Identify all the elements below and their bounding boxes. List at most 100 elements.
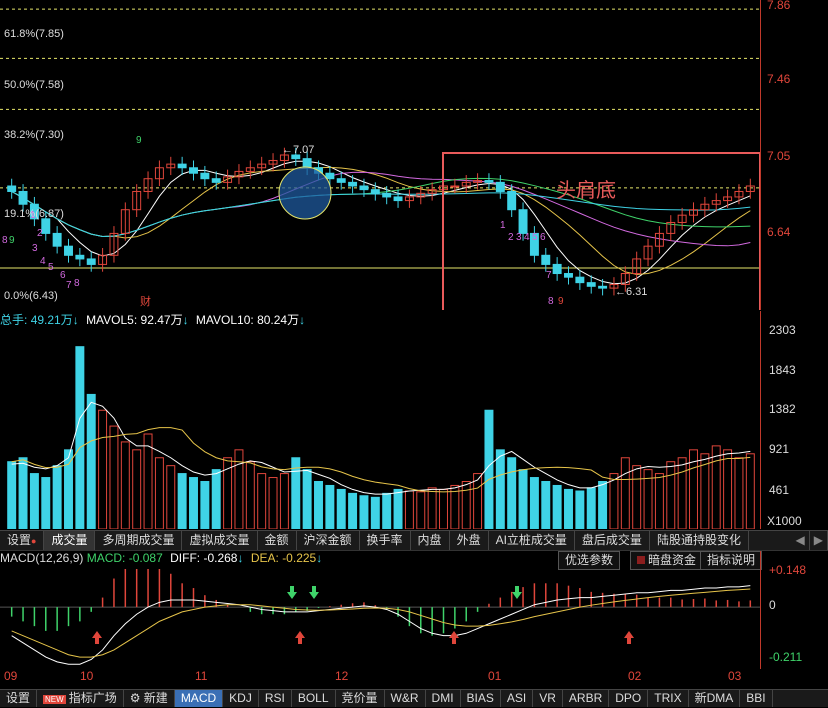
candle-body [166, 163, 176, 169]
tab-auction-volume[interactable]: 竞价量 [336, 690, 385, 707]
macd-tick: +0.148 [769, 563, 807, 577]
tab-market-amount[interactable]: 沪深金额 [297, 531, 360, 550]
volume-bar [404, 490, 414, 529]
volume-bar [268, 477, 278, 529]
candle-body [416, 192, 426, 198]
macd-chart[interactable] [0, 569, 760, 669]
tab-kdj[interactable]: KDJ [223, 690, 259, 707]
nine-sequence-mark: 4 [524, 232, 530, 243]
candle-body [223, 176, 233, 183]
tab-indicator-settings[interactable]: 设置 [0, 690, 38, 707]
tab-arbr[interactable]: ARBR [563, 690, 610, 707]
candle-body [109, 232, 119, 256]
tab-wr[interactable]: W&R [385, 690, 426, 707]
tab-trix[interactable]: TRIX [648, 690, 689, 707]
volume-bar [245, 461, 255, 529]
nine-sequence-mark: 9 [558, 296, 564, 307]
mavol5-label: MAVOL5: [86, 313, 138, 327]
tab-multi-period-volume[interactable]: 多周期成交量 [95, 531, 183, 550]
nine-sequence-mark: 7 [66, 280, 72, 291]
volume-bar [336, 488, 346, 529]
tab-new-dma[interactable]: 新DMA [689, 690, 741, 707]
tab-dmi[interactable]: DMI [426, 690, 461, 707]
candle-body [689, 209, 698, 216]
volume-tick: 1843 [769, 363, 796, 377]
tab-after-hours-volume[interactable]: 盘后成交量 [575, 531, 650, 550]
volume-bar [382, 492, 392, 529]
tab-northbound-holdings[interactable]: 陆股通持股变化 [650, 531, 749, 550]
volume-bar [711, 445, 721, 529]
volume-bar [234, 449, 244, 529]
candle-body [143, 178, 153, 192]
golden-cross-arrow [449, 631, 459, 644]
tab-amount[interactable]: 金额 [258, 531, 297, 550]
nine-sequence-mark: 8 [74, 278, 80, 289]
volume-bar [348, 492, 358, 529]
golden-cross-arrow [295, 631, 305, 644]
volume-tick: 1382 [769, 402, 796, 416]
volume-bar [189, 477, 198, 529]
volume-header: 总手: 49.21万↓ MAVOL5: 92.47万↓ MAVOL10: 80.… [0, 313, 306, 327]
candle-body [609, 283, 619, 289]
volume-bar [643, 469, 653, 529]
tab-bbi[interactable]: BBI [740, 690, 773, 707]
mavol10-line [11, 427, 751, 493]
candle-body [745, 185, 755, 192]
tab-rsi[interactable]: RSI [259, 690, 292, 707]
volume-bar [689, 449, 698, 529]
candle-body [359, 185, 369, 191]
tab-turnover[interactable]: 换手率 [360, 531, 411, 550]
tab-volume[interactable]: 成交量 [44, 531, 96, 550]
volume-bar [291, 457, 301, 529]
tab-ai-volume[interactable]: AI立桩成交量 [489, 531, 575, 550]
volume-tick: 461 [769, 483, 790, 497]
volume-bar [314, 481, 323, 529]
tab-virtual-volume[interactable]: 虚拟成交量 [182, 531, 258, 550]
macd-value: -0.087 [128, 551, 163, 565]
candle-body [473, 180, 483, 183]
nine-sequence-mark: 6 [60, 270, 66, 281]
diff-value: -0.268 [203, 551, 238, 565]
volume-bar [620, 457, 630, 529]
candle-body [575, 276, 585, 284]
candle-body [370, 189, 380, 194]
candle-body [336, 178, 346, 183]
volume-bar [723, 449, 733, 529]
tab-boll[interactable]: BOLL [292, 690, 336, 707]
tab-indicator-plaza[interactable]: NEW 指标广场 [37, 690, 124, 707]
volume-bar [75, 346, 85, 529]
tab-vr[interactable]: VR [533, 690, 563, 707]
optimal-params-button[interactable]: 优选参数 [558, 551, 621, 570]
candle-body [427, 189, 437, 194]
volume-bar [416, 491, 426, 529]
fib-label-618: 61.8%(7.85) [4, 28, 64, 40]
ma-line [11, 166, 751, 275]
fib-label-000: 0.0%(6.43) [4, 290, 58, 302]
tab-dpo[interactable]: DPO [609, 690, 649, 707]
tab-asi[interactable]: ASI [501, 690, 534, 707]
candle-body [598, 285, 608, 289]
candle-body [302, 158, 312, 169]
volume-bar [211, 469, 221, 529]
nine-sequence-mark: 7 [546, 270, 552, 281]
tab-new-indicator[interactable]: ⚙ 新建 [124, 690, 175, 707]
tab-bias[interactable]: BIAS [461, 690, 501, 707]
tabs-scroll-right[interactable]: ▶ [810, 531, 828, 550]
volume-bar [143, 433, 153, 529]
month-label: 12 [335, 669, 349, 683]
new-badge: NEW [43, 695, 66, 704]
tab-outer[interactable]: 外盘 [450, 531, 489, 550]
nine-sequence-mark: 3 [32, 243, 38, 254]
price-tick: 7.05 [767, 149, 791, 163]
candle-body [620, 273, 630, 285]
tab-inner[interactable]: 内盘 [411, 531, 450, 550]
dark-pool-funds-button[interactable]: 暗盘资金 [630, 551, 704, 570]
volume-bar [64, 449, 73, 529]
tab-settings[interactable]: 设置● [0, 531, 45, 550]
tabs-scroll-left[interactable]: ◀ [792, 531, 810, 550]
mavol10-value: 80.24万 [257, 313, 300, 327]
indicator-help-button[interactable]: 指标说明 [700, 551, 763, 570]
tab-macd[interactable]: MACD [174, 690, 224, 707]
price-chart[interactable] [0, 0, 760, 310]
volume-chart[interactable] [0, 329, 760, 529]
